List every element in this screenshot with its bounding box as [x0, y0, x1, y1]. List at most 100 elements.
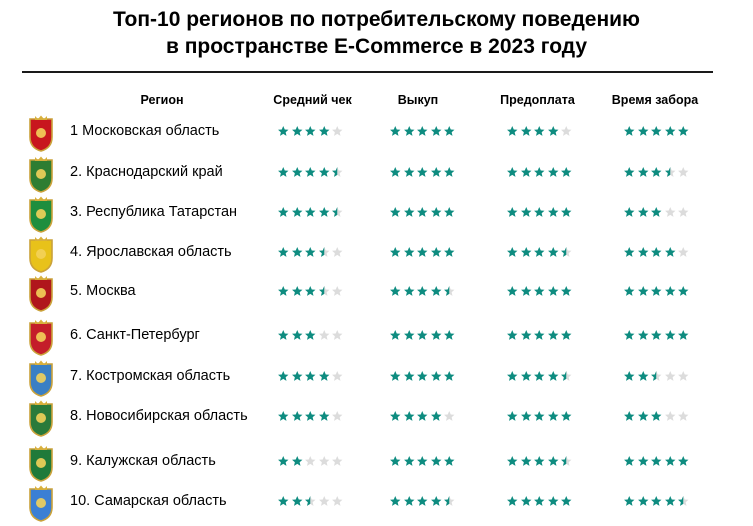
star-filled-icon	[390, 167, 401, 177]
rating-buyout	[389, 329, 456, 344]
rating-pickup-time	[623, 329, 690, 344]
rating-buyout	[389, 410, 456, 425]
star-filled-icon	[444, 330, 455, 340]
star-empty-icon	[332, 411, 343, 421]
star-half-icon	[305, 496, 316, 506]
star-filled-icon	[278, 167, 289, 177]
star-filled-icon	[547, 247, 558, 257]
rating-prepayment	[506, 285, 573, 300]
star-filled-icon	[678, 456, 689, 466]
star-filled-icon	[444, 126, 455, 136]
star-filled-icon	[417, 371, 428, 381]
star-filled-icon	[430, 247, 441, 257]
star-filled-icon	[637, 456, 648, 466]
star-filled-icon	[507, 167, 518, 177]
star-filled-icon	[637, 371, 648, 381]
star-filled-icon	[278, 286, 289, 296]
table-row: 6. Санкт-Петербург	[0, 318, 753, 358]
star-filled-icon	[534, 411, 545, 421]
star-empty-icon	[664, 411, 675, 421]
star-filled-icon	[430, 371, 441, 381]
star-empty-icon	[664, 371, 675, 381]
rating-pickup-time	[623, 410, 690, 425]
star-filled-icon	[417, 207, 428, 217]
star-filled-icon	[318, 126, 329, 136]
star-filled-icon	[318, 207, 329, 217]
star-empty-icon	[678, 207, 689, 217]
star-filled-icon	[561, 207, 572, 217]
star-half-icon	[664, 167, 675, 177]
star-filled-icon	[291, 496, 302, 506]
star-filled-icon	[547, 496, 558, 506]
star-filled-icon	[651, 207, 662, 217]
star-filled-icon	[624, 126, 635, 136]
star-filled-icon	[417, 167, 428, 177]
star-filled-icon	[291, 126, 302, 136]
star-filled-icon	[390, 330, 401, 340]
star-filled-icon	[561, 286, 572, 296]
star-filled-icon	[520, 286, 531, 296]
star-empty-icon	[318, 456, 329, 466]
region-name: 10. Самарская область	[70, 493, 227, 509]
star-filled-icon	[637, 330, 648, 340]
star-filled-icon	[444, 167, 455, 177]
star-filled-icon	[534, 456, 545, 466]
table-row: 3. Республика Татарстан	[0, 195, 753, 235]
rating-avg-check	[277, 370, 344, 385]
star-filled-icon	[547, 207, 558, 217]
rating-prepayment	[506, 370, 573, 385]
star-half-icon	[444, 286, 455, 296]
star-filled-icon	[291, 456, 302, 466]
star-filled-icon	[637, 126, 648, 136]
star-filled-icon	[318, 371, 329, 381]
star-filled-icon	[520, 456, 531, 466]
star-filled-icon	[637, 167, 648, 177]
star-filled-icon	[278, 207, 289, 217]
title-divider	[22, 71, 713, 73]
rating-buyout	[389, 166, 456, 181]
star-filled-icon	[664, 247, 675, 257]
star-empty-icon	[678, 411, 689, 421]
star-filled-icon	[318, 167, 329, 177]
star-filled-icon	[534, 167, 545, 177]
star-filled-icon	[534, 286, 545, 296]
star-filled-icon	[390, 456, 401, 466]
star-filled-icon	[403, 286, 414, 296]
star-filled-icon	[507, 496, 518, 506]
column-header-prepayment: Предоплата	[500, 93, 575, 107]
moscow-coat-of-arms-icon	[24, 275, 58, 313]
rating-pickup-time	[623, 455, 690, 470]
rating-buyout	[389, 125, 456, 140]
rating-prepayment	[506, 125, 573, 140]
star-filled-icon	[520, 247, 531, 257]
star-empty-icon	[332, 456, 343, 466]
region-name: 3. Республика Татарстан	[70, 204, 238, 220]
star-half-icon	[561, 456, 572, 466]
star-filled-icon	[390, 371, 401, 381]
star-filled-icon	[403, 456, 414, 466]
title-line-2: в пространстве E-Commerce в 2023 году	[165, 35, 588, 58]
star-half-icon	[678, 496, 689, 506]
star-filled-icon	[278, 126, 289, 136]
star-filled-icon	[547, 411, 558, 421]
star-filled-icon	[678, 126, 689, 136]
rating-prepayment	[506, 206, 573, 221]
star-filled-icon	[403, 371, 414, 381]
star-filled-icon	[547, 371, 558, 381]
rating-pickup-time	[623, 246, 690, 261]
star-filled-icon	[507, 371, 518, 381]
star-filled-icon	[624, 286, 635, 296]
table-row: 8. Новосибирская область	[0, 399, 753, 439]
star-filled-icon	[624, 207, 635, 217]
star-filled-icon	[305, 247, 316, 257]
star-filled-icon	[278, 247, 289, 257]
tatarstan-coat-of-arms-icon	[24, 196, 58, 234]
star-filled-icon	[507, 456, 518, 466]
star-filled-icon	[417, 456, 428, 466]
page-title: Топ-10 регионов по потребительскому пове…	[0, 6, 753, 60]
star-empty-icon	[664, 207, 675, 217]
star-filled-icon	[305, 411, 316, 421]
star-filled-icon	[403, 207, 414, 217]
star-filled-icon	[651, 286, 662, 296]
star-filled-icon	[637, 286, 648, 296]
